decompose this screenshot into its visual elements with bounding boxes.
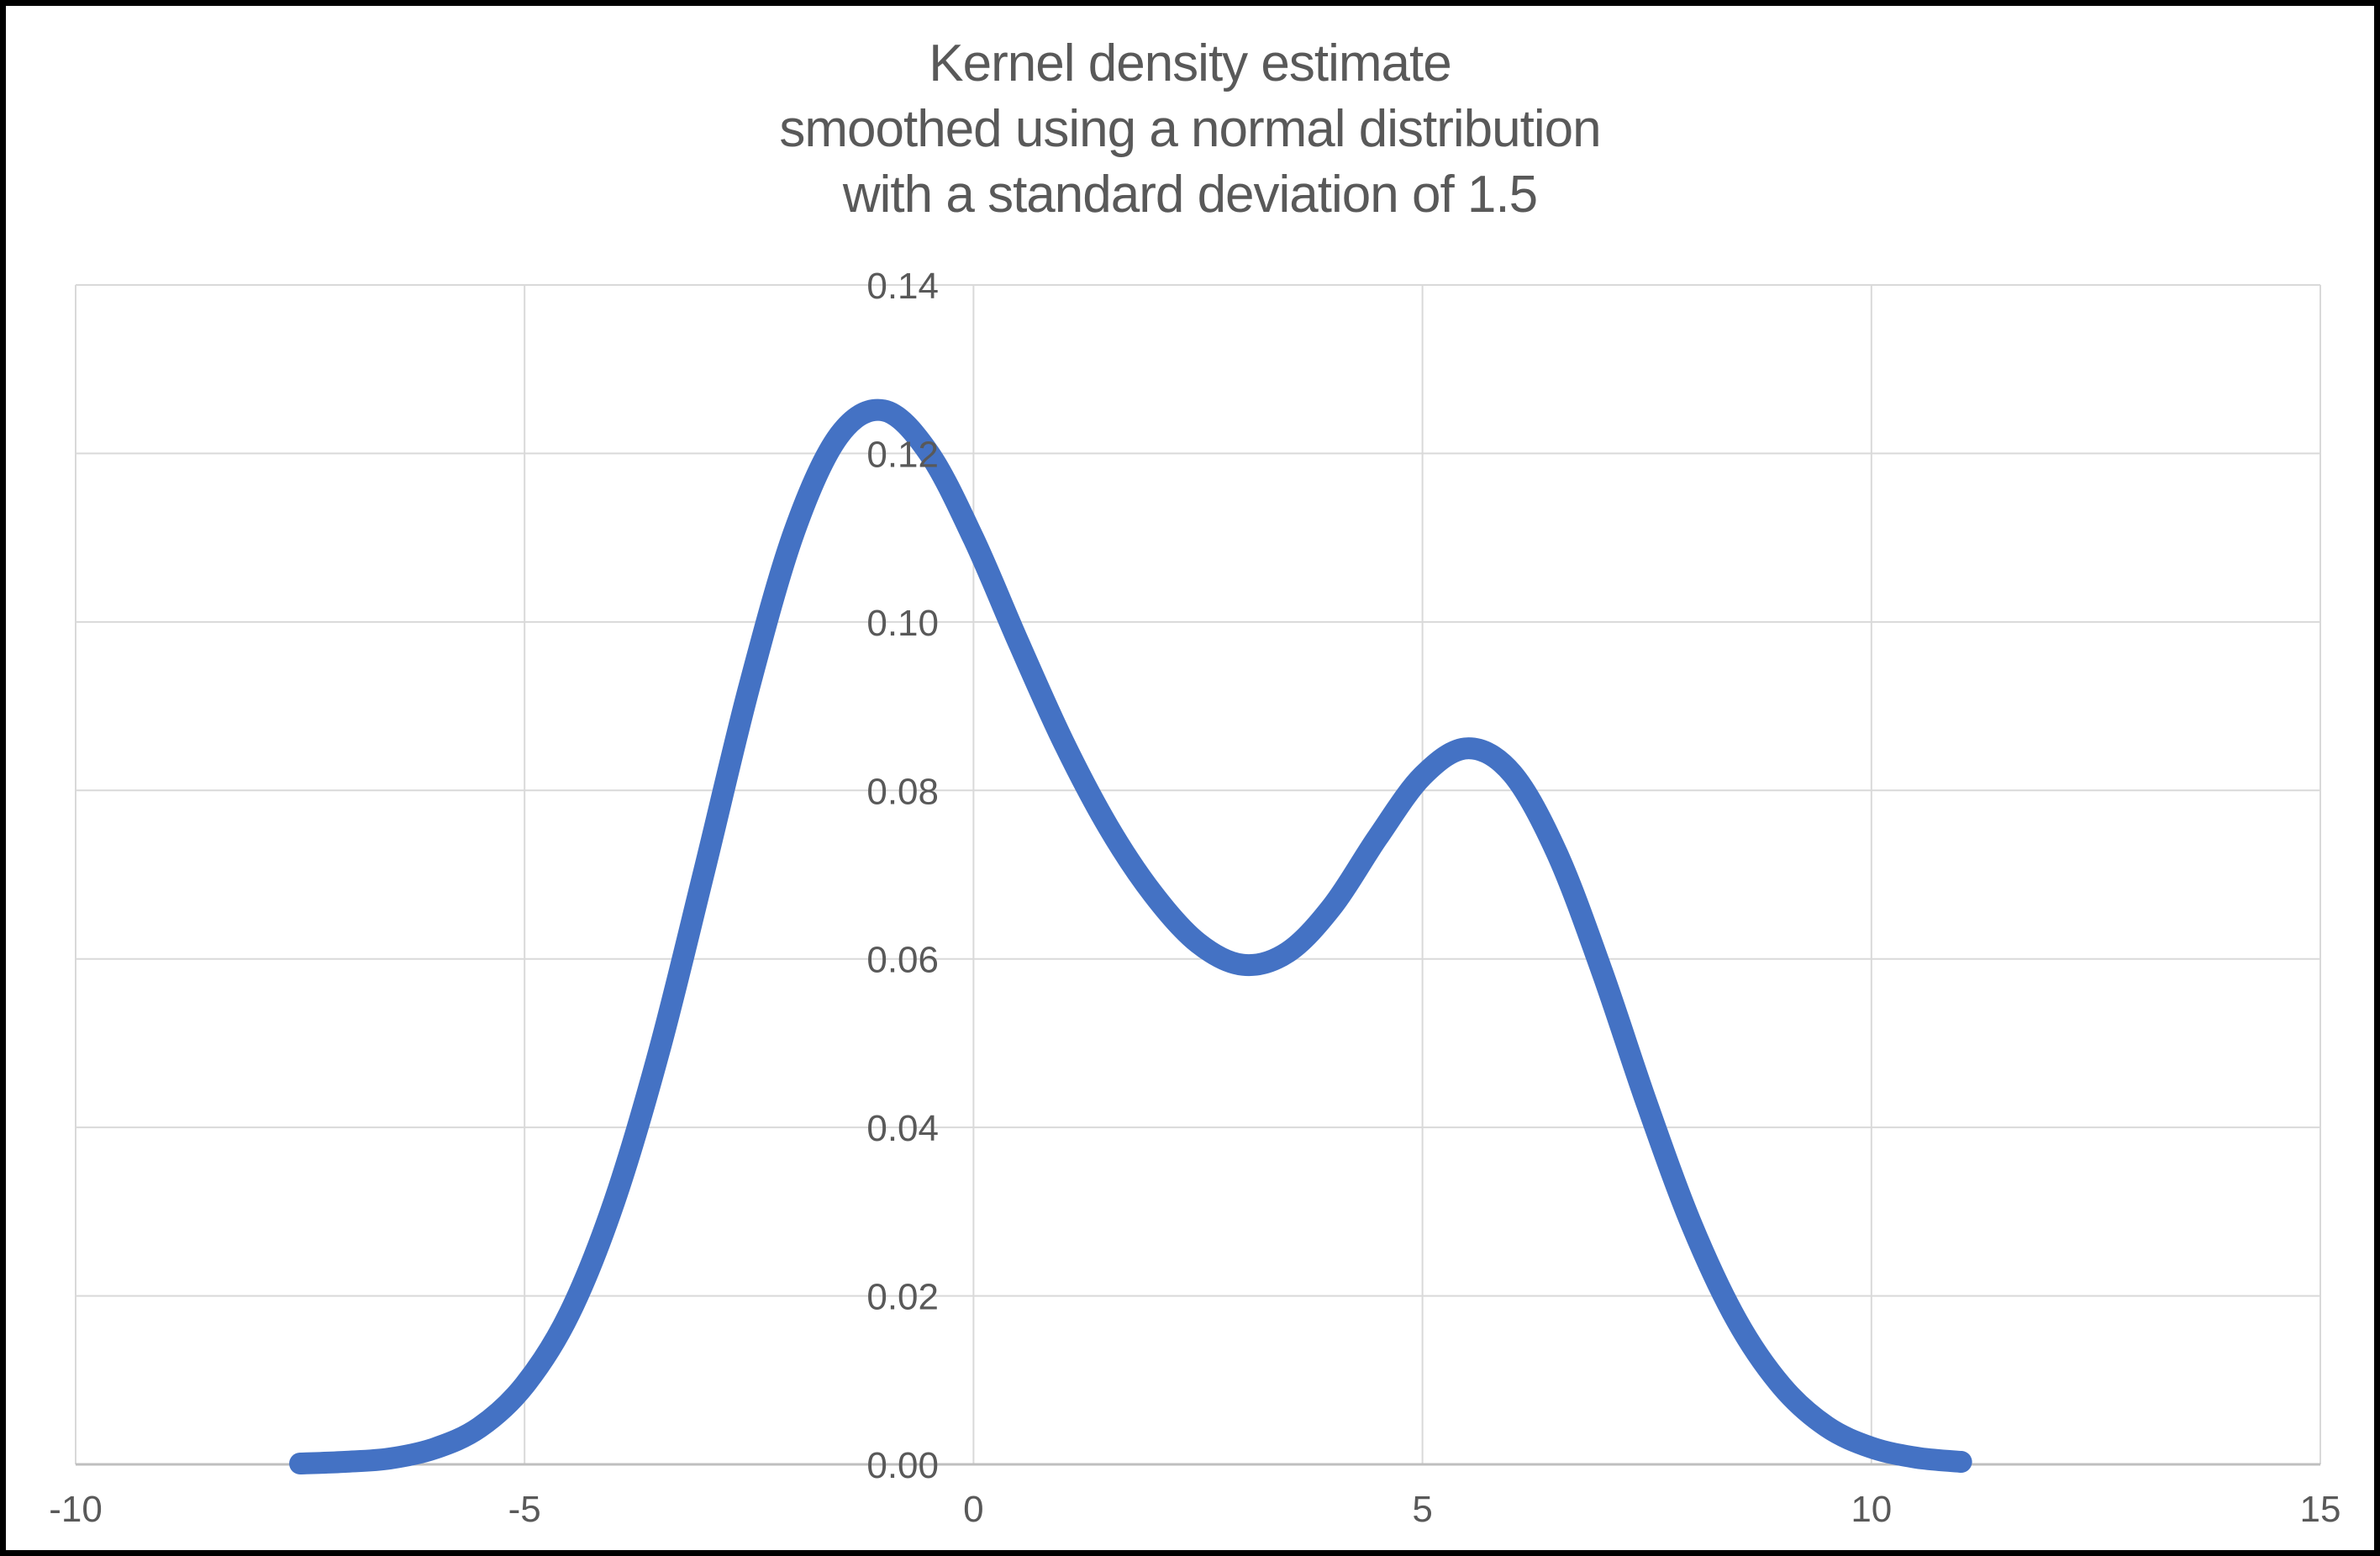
x-tick-label: 0	[963, 1489, 983, 1530]
y-tick-label: 0.02	[866, 1277, 939, 1318]
y-tick-label: 0.12	[866, 434, 939, 475]
chart-title-line-1: Kernel density estimate	[929, 34, 1451, 92]
x-tick-label: 10	[1851, 1489, 1892, 1530]
x-tick-label: -5	[508, 1489, 541, 1530]
chart-title-line-3: with a standard deviation of 1.5	[842, 166, 1538, 224]
chart-title-line-2: smoothed using a normal distribution	[779, 100, 1601, 158]
y-tick-label: 0.10	[866, 603, 939, 644]
y-tick-label: 0.06	[866, 940, 939, 981]
plot-area: -10 -5 0 5 10 15 0.00 0.02 0.04 0.06 0.08 0.10 0.12 0…	[49, 266, 2341, 1530]
y-tick-label: 0.14	[866, 266, 939, 307]
y-tick-label: 0.04	[866, 1108, 939, 1149]
x-tick-label: -10	[49, 1489, 103, 1530]
x-tick-label: 5	[1412, 1489, 1432, 1530]
y-tick-label: 0.00	[866, 1445, 939, 1486]
y-tick-label: 0.08	[866, 771, 939, 812]
kde-curve	[289, 398, 1972, 1474]
chart-title: Kernel density estimate smoothed using a…	[6, 31, 2374, 228]
x-tick-label: 15	[2300, 1489, 2341, 1530]
